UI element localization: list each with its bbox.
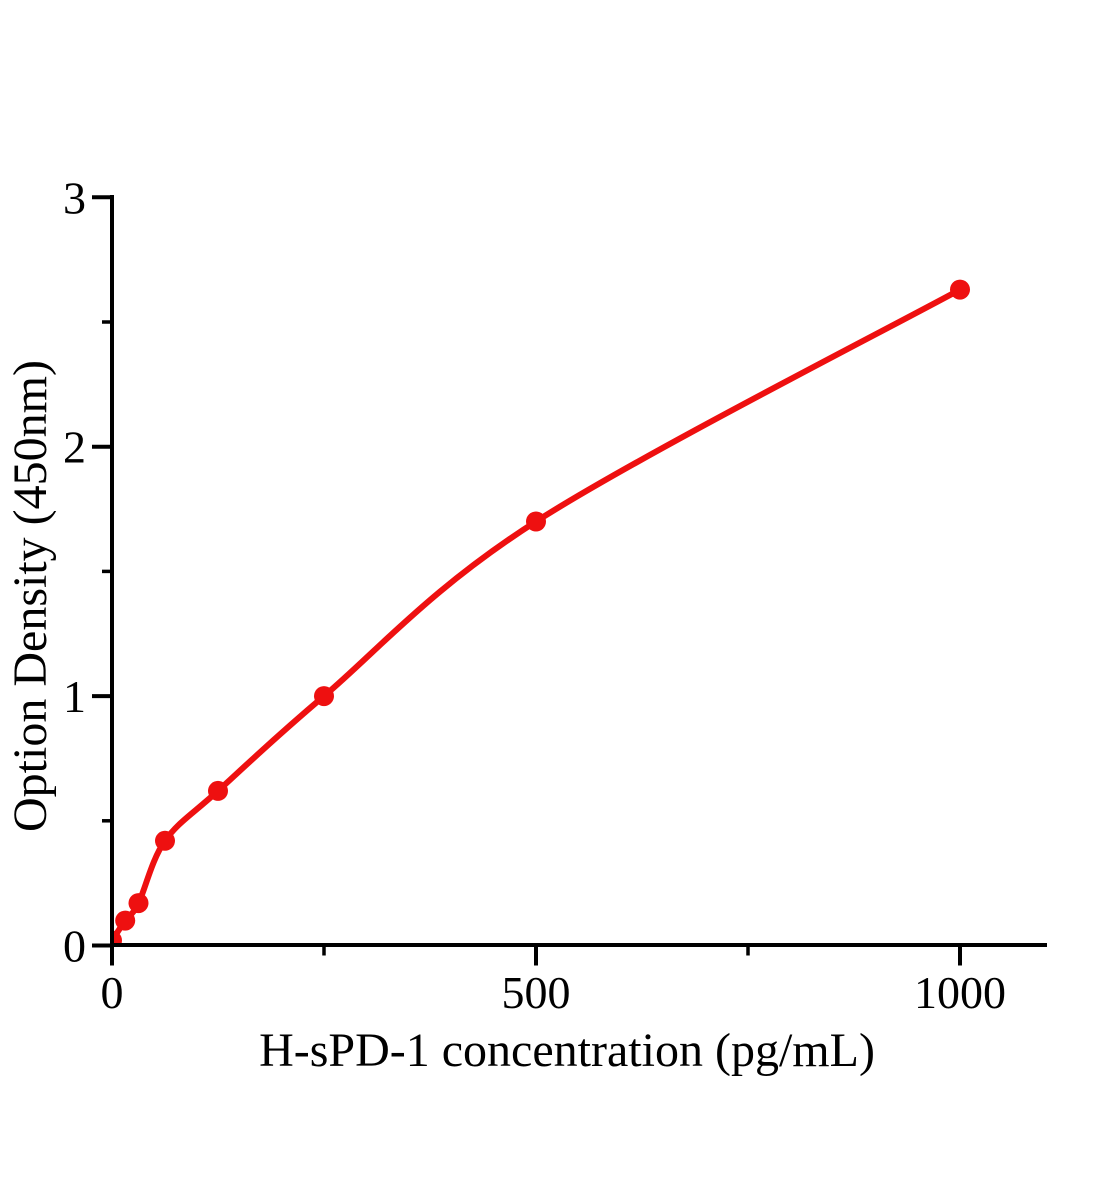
axes-layer [92, 195, 1047, 966]
standard-curve-line [112, 286, 963, 944]
data-point-marker [950, 279, 970, 300]
x-tick-label: 0 [101, 967, 124, 1018]
data-series-layer [112, 279, 970, 947]
data-point-marker [115, 910, 136, 931]
data-point-marker [155, 830, 175, 851]
data-point-marker [208, 780, 228, 801]
data-point-marker [526, 511, 546, 532]
x-tick-label: 500 [502, 967, 571, 1018]
data-point-marker [314, 686, 334, 707]
y-tick-label: 0 [63, 921, 86, 972]
data-point-marker [128, 893, 149, 914]
y-tick-label: 3 [63, 172, 86, 223]
x-tick-label: 1000 [914, 967, 1006, 1018]
x-axis-title: H-sPD-1 concentration (pg/mL) [259, 1024, 875, 1077]
tick-labels-layer: 0 500 1000 0 1 2 3 [63, 172, 1006, 1018]
y-tick-label: 2 [63, 422, 86, 473]
y-axis-title: Option Density (450nm) [4, 360, 57, 832]
y-tick-label: 1 [63, 671, 86, 722]
data-point-marker [112, 930, 122, 947]
